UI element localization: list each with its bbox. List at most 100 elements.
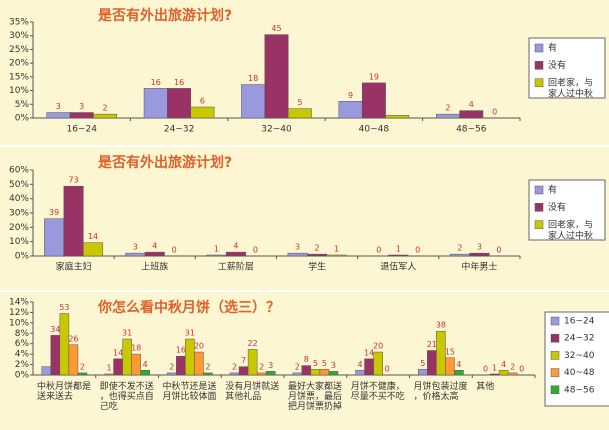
x-tick-label: 没有月饼就送其他礼品 — [225, 380, 279, 402]
count-label: 31 — [122, 329, 132, 338]
bar — [435, 113, 460, 119]
count-label: 0 — [483, 365, 488, 374]
y-tick-label: 30% — [9, 209, 29, 219]
y-tick-label: 0% — [15, 114, 30, 124]
bar — [319, 369, 330, 376]
bar — [247, 349, 258, 376]
x-tick-label: 退伍军人 — [380, 262, 416, 273]
legend-label: 有 — [548, 184, 557, 196]
legend-label: 有 — [548, 42, 557, 54]
count-label: 38 — [436, 321, 446, 330]
count-label: 0 — [496, 246, 501, 255]
bar — [125, 252, 146, 257]
bar — [307, 253, 328, 257]
x-tick-label: 48~56 — [456, 125, 487, 135]
bar — [507, 372, 518, 376]
count-label: 3 — [79, 102, 84, 111]
bar — [203, 372, 213, 376]
bar — [229, 372, 240, 376]
count-label: 2 — [445, 104, 450, 113]
bar — [176, 355, 186, 376]
x-tick-label: 中秋节还是送月饼比较体面 — [163, 380, 217, 402]
chart-title: 是否有外出旅游计划? — [98, 154, 232, 171]
count-label: 4 — [143, 360, 148, 369]
panel-bg — [0, 147, 609, 290]
y-tick-label: 10% — [9, 237, 29, 247]
legend-swatch — [550, 368, 560, 377]
count-label: 3 — [331, 361, 336, 370]
bar — [459, 110, 484, 119]
x-tick-label: 32~40 — [261, 125, 292, 135]
legend-label: 16~24 — [564, 317, 595, 327]
count-label: 4 — [233, 242, 238, 251]
count-label: 34 — [50, 325, 60, 334]
count-label: 14 — [113, 348, 123, 357]
count-label: 0 — [519, 365, 524, 374]
count-label: 18 — [248, 74, 258, 83]
x-tick-label: 学生 — [308, 261, 326, 273]
legend-label: 48~56 — [564, 385, 595, 395]
bar — [364, 358, 374, 376]
legend-swatch — [550, 351, 560, 360]
count-label: 14 — [88, 232, 98, 241]
count-label: 0 — [415, 246, 420, 255]
bar — [50, 335, 61, 376]
legend-label: 没有 — [548, 201, 566, 213]
count-label: 20 — [373, 342, 383, 351]
bar — [44, 218, 65, 257]
bar — [436, 330, 446, 376]
count-label: 16 — [151, 78, 161, 87]
bar — [265, 371, 276, 376]
bar — [287, 108, 312, 119]
bar — [469, 252, 490, 257]
count-label: 2 — [205, 362, 210, 371]
x-tick-label: 家庭主妇 — [56, 261, 92, 273]
count-label: 0 — [253, 246, 258, 255]
y-tick-label: 0% — [15, 252, 30, 262]
bar — [238, 366, 249, 376]
count-label: 53 — [59, 303, 69, 312]
bar — [194, 351, 204, 376]
bar — [190, 106, 215, 119]
legend-swatch — [534, 220, 544, 229]
count-label: 20 — [194, 342, 204, 351]
count-label: 31 — [185, 329, 195, 338]
y-tick-label: 2% — [15, 360, 30, 370]
count-label: 19 — [369, 72, 379, 81]
x-tick-label: 16~24 — [66, 125, 97, 135]
bar — [140, 370, 150, 376]
count-label: 4 — [456, 360, 461, 369]
count-label: 0 — [376, 246, 381, 255]
chart-title: 你怎么看中秋月饼（选三）？ — [97, 299, 280, 316]
y-tick-label: 35% — [9, 18, 29, 28]
x-tick-label: 月饼不健康，尽量不买不吃 — [351, 380, 405, 402]
x-tick-label: 其他 — [476, 380, 494, 392]
count-label: 2 — [457, 244, 462, 253]
legend-swatch — [550, 316, 560, 326]
bar — [287, 252, 308, 257]
count-label: 16 — [176, 346, 186, 355]
count-label: 9 — [348, 91, 353, 100]
count-label: 73 — [68, 176, 78, 185]
y-tick-label: 40% — [9, 194, 29, 204]
legend-swatch — [534, 61, 544, 70]
bar — [113, 358, 123, 376]
count-label: 5 — [420, 359, 425, 368]
count-label: 7 — [241, 356, 246, 365]
bar — [361, 82, 386, 119]
bar — [454, 370, 464, 376]
count-label: 14 — [364, 348, 374, 357]
count-label: 0 — [385, 365, 390, 374]
bar — [77, 372, 88, 376]
bar — [310, 369, 321, 376]
y-tick-label: 10% — [9, 86, 29, 96]
bar — [328, 371, 339, 376]
y-tick-label: 30% — [9, 31, 29, 41]
x-tick-label: 工薪阶层 — [218, 261, 254, 273]
x-tick-label: 上班族 — [141, 261, 168, 273]
legend-swatch — [534, 78, 544, 87]
count-label: 2 — [295, 362, 300, 371]
bar — [338, 101, 363, 119]
bar — [373, 351, 383, 376]
